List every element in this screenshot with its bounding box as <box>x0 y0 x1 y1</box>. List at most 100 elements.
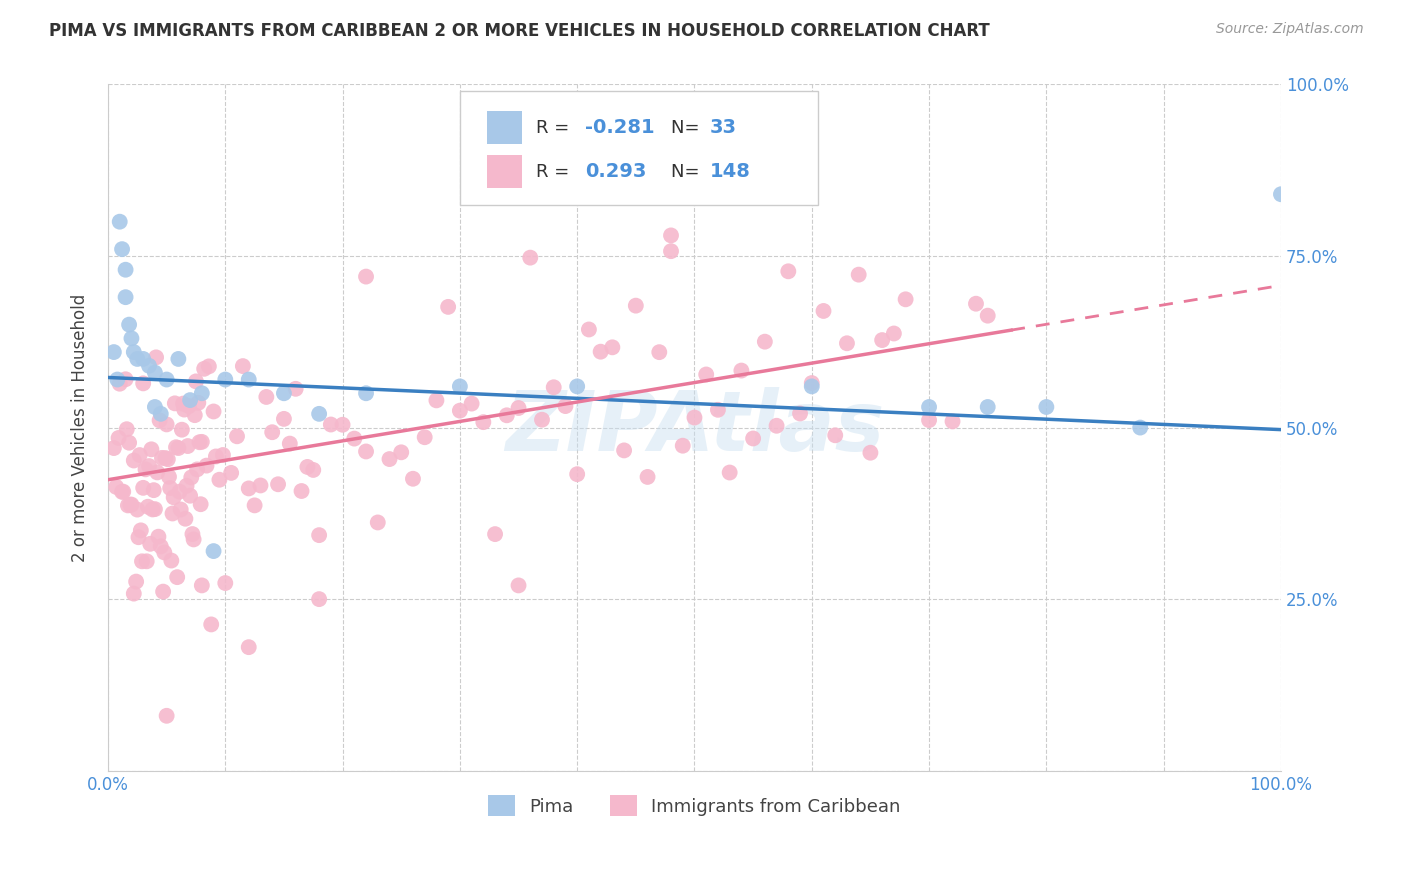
Point <box>508 578 530 592</box>
Point <box>191 386 214 401</box>
Point <box>108 376 131 391</box>
Point <box>254 390 277 404</box>
Point <box>543 126 565 140</box>
Point <box>226 429 249 443</box>
Point <box>160 553 183 567</box>
Point <box>302 463 325 477</box>
Point <box>683 410 706 425</box>
Point <box>200 617 222 632</box>
Point <box>148 530 170 544</box>
Text: Source: ZipAtlas.com: Source: ZipAtlas.com <box>1216 22 1364 37</box>
Point <box>402 472 425 486</box>
Point <box>354 269 377 284</box>
Point <box>413 430 436 444</box>
Point <box>167 441 190 455</box>
Point <box>354 444 377 458</box>
Point <box>132 376 155 391</box>
Point <box>530 413 553 427</box>
Point <box>824 428 846 442</box>
Point <box>156 708 179 723</box>
Point <box>202 404 225 418</box>
Point <box>131 554 153 568</box>
Point <box>800 379 823 393</box>
Point <box>111 242 134 256</box>
Point <box>142 483 165 498</box>
Text: N=: N= <box>671 119 706 136</box>
Point <box>163 396 186 410</box>
Point <box>602 340 624 354</box>
Legend: Pima, Immigrants from Caribbean: Pima, Immigrants from Caribbean <box>481 789 908 823</box>
Point <box>183 533 205 547</box>
Point <box>122 586 145 600</box>
Text: 0.293: 0.293 <box>585 162 647 181</box>
Point <box>103 441 125 455</box>
Text: R =: R = <box>536 162 581 180</box>
Point <box>238 482 260 496</box>
Point <box>191 434 214 449</box>
Point <box>319 417 342 432</box>
Point <box>162 507 184 521</box>
Point <box>111 484 134 499</box>
Point <box>188 435 211 450</box>
Point <box>138 459 160 474</box>
Point <box>170 423 193 437</box>
Point <box>789 407 811 421</box>
Point <box>118 435 141 450</box>
Point <box>730 363 752 377</box>
Point <box>179 393 201 408</box>
Point <box>114 372 136 386</box>
Point <box>149 407 172 421</box>
Point <box>870 333 893 347</box>
Point <box>835 336 858 351</box>
Point <box>284 382 307 396</box>
Point <box>883 326 905 341</box>
Point <box>567 467 589 482</box>
FancyBboxPatch shape <box>486 155 522 188</box>
Point <box>153 545 176 559</box>
Point <box>114 262 136 277</box>
Point <box>141 442 163 457</box>
Point <box>172 396 194 410</box>
Point <box>297 459 319 474</box>
Point <box>129 524 152 538</box>
Point <box>105 372 128 386</box>
Y-axis label: 2 or more Vehicles in Household: 2 or more Vehicles in Household <box>72 293 89 562</box>
Point <box>243 499 266 513</box>
Point <box>145 351 167 365</box>
Point <box>495 409 517 423</box>
Point <box>166 570 188 584</box>
Point <box>941 414 963 428</box>
Point <box>1270 187 1292 202</box>
Point <box>965 296 987 310</box>
Point <box>125 574 148 589</box>
FancyBboxPatch shape <box>460 91 818 204</box>
Point <box>273 386 295 401</box>
Point <box>848 268 870 282</box>
Point <box>187 396 209 410</box>
Point <box>115 422 138 436</box>
Point <box>589 344 612 359</box>
Point <box>167 351 190 366</box>
Point <box>180 470 202 484</box>
Point <box>114 290 136 304</box>
Point <box>127 530 149 544</box>
Point <box>149 540 172 554</box>
Point <box>977 400 1000 414</box>
Point <box>367 516 389 530</box>
Point <box>389 445 412 459</box>
Point <box>107 431 129 445</box>
Point <box>212 448 235 462</box>
Point <box>695 368 717 382</box>
Point <box>208 473 231 487</box>
Point <box>195 458 218 473</box>
Point <box>800 376 823 390</box>
Point <box>624 299 647 313</box>
Point <box>135 462 157 476</box>
Point <box>232 359 254 373</box>
Point <box>122 345 145 359</box>
Point <box>173 402 195 417</box>
Point <box>150 450 173 465</box>
Point <box>659 228 682 243</box>
Point <box>190 497 212 511</box>
Point <box>637 470 659 484</box>
